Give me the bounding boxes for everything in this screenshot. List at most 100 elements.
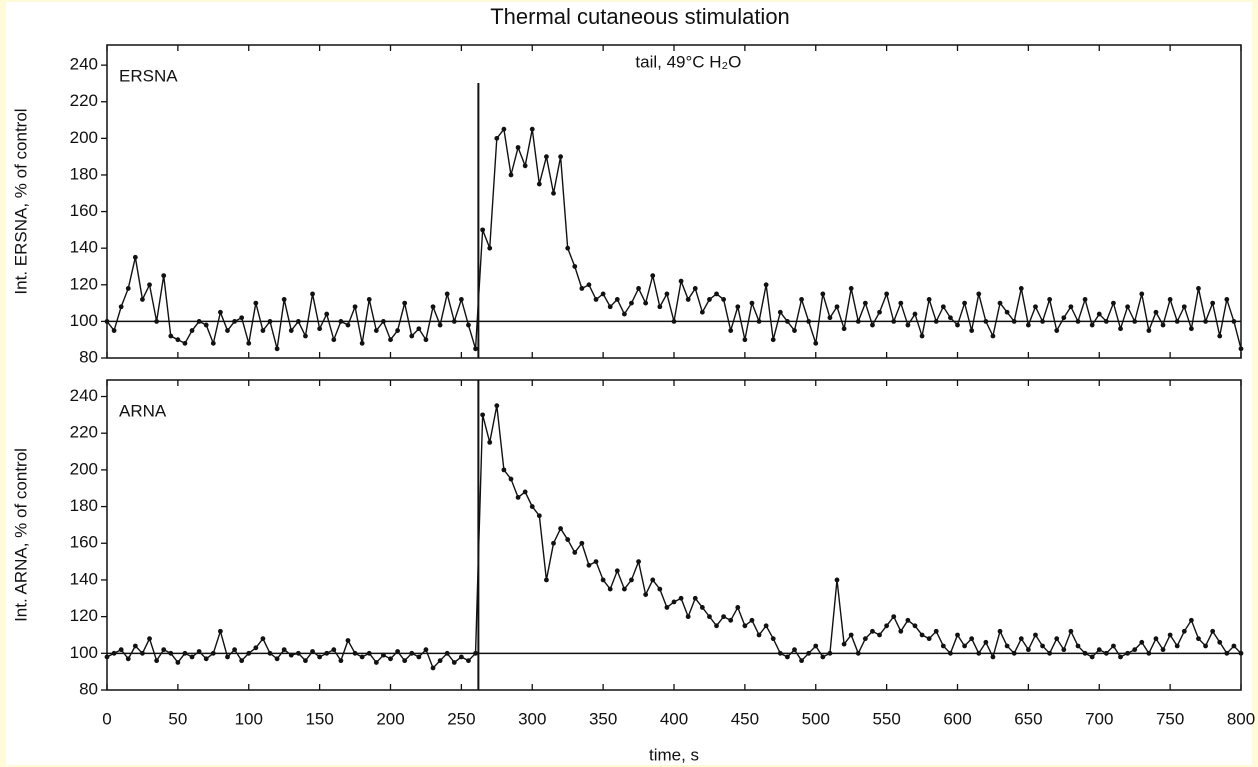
data-point [870, 322, 875, 328]
data-point [225, 654, 230, 660]
data-point [579, 540, 585, 546]
data-point [948, 315, 953, 321]
y-tick-label: 80 [79, 347, 98, 366]
data-point [373, 660, 379, 665]
data-point [366, 650, 372, 656]
x-tick-label: 50 [168, 709, 187, 728]
data-point [544, 154, 549, 160]
data-point [785, 654, 790, 660]
data-point [962, 643, 967, 649]
y-tick-label: 140 [70, 569, 98, 588]
data-point [189, 328, 195, 333]
data-point [1004, 643, 1010, 649]
y-tick-label: 240 [70, 386, 98, 405]
data-point [373, 328, 379, 333]
data-point [990, 333, 996, 339]
data-point [147, 282, 152, 288]
data-point [997, 628, 1003, 634]
data-point [614, 568, 620, 574]
data-point [1217, 333, 1223, 339]
data-point [671, 599, 677, 605]
data-point [1018, 636, 1024, 642]
data-point [820, 654, 826, 660]
data-point [1082, 297, 1088, 302]
data-point [161, 273, 167, 279]
x-tick-label: 750 [1156, 709, 1184, 728]
data-point [480, 227, 486, 233]
data-point [806, 650, 812, 656]
data-point [600, 577, 606, 583]
data-point [1111, 300, 1116, 306]
y-tick-label: 180 [70, 496, 98, 515]
data-point [132, 643, 138, 649]
data-point [1132, 647, 1138, 653]
data-point [1011, 318, 1017, 324]
data-point [444, 291, 450, 297]
annotation: tail, 49°C H₂O [635, 52, 741, 71]
y-tick-label: 200 [70, 459, 98, 478]
data-point [324, 650, 330, 656]
data-point [877, 632, 882, 638]
data-point [813, 340, 819, 346]
data-point [707, 297, 712, 302]
data-point [529, 504, 535, 509]
data-point [799, 658, 804, 664]
data-point [962, 300, 967, 306]
data-point [147, 636, 152, 642]
data-point [1111, 643, 1116, 649]
data-point [948, 650, 953, 656]
data-point [834, 304, 840, 310]
data-point [267, 650, 273, 656]
data-point [487, 439, 493, 445]
data-point [650, 577, 656, 583]
data-point [1174, 643, 1180, 649]
x-tick-label: 500 [802, 709, 830, 728]
y-tick-label: 180 [70, 164, 98, 183]
data-point [699, 605, 705, 610]
data-point [501, 126, 507, 132]
data-point [536, 513, 542, 519]
data-point [111, 328, 117, 333]
data-point [707, 614, 712, 620]
data-point [161, 647, 167, 653]
data-point [303, 658, 308, 664]
data-point [1075, 643, 1081, 649]
data-point [749, 617, 755, 623]
data-point [338, 658, 344, 664]
data-point [1082, 650, 1088, 656]
data-point [154, 658, 160, 664]
data-point [969, 328, 975, 333]
data-point [614, 297, 620, 302]
data-point [388, 337, 393, 343]
data-point [274, 346, 280, 352]
data-point [1061, 315, 1067, 321]
data-point [437, 322, 443, 328]
data-point [1153, 636, 1159, 642]
x-tick-label: 200 [376, 709, 404, 728]
x-tick-label: 400 [660, 709, 688, 728]
x-tick-label: 350 [589, 709, 617, 728]
data-point [891, 614, 897, 620]
data-point [799, 297, 804, 302]
data-point [770, 337, 776, 343]
background [6, 2, 1252, 765]
data-point [728, 617, 734, 623]
data-point [912, 623, 918, 629]
data-point [905, 322, 911, 328]
data-point [678, 595, 684, 601]
data-point [600, 291, 606, 297]
data-point [274, 656, 280, 662]
data-point [225, 328, 230, 333]
data-point [1033, 632, 1038, 638]
data-point [232, 318, 237, 324]
data-point [140, 650, 145, 656]
data-point [1224, 297, 1230, 302]
data-point [841, 641, 847, 647]
y-tick-label: 120 [70, 274, 98, 293]
data-point [246, 650, 252, 656]
data-point [501, 467, 507, 473]
data-point [352, 650, 358, 656]
data-point [940, 643, 946, 649]
data-point [1061, 647, 1067, 653]
data-point [430, 304, 436, 310]
